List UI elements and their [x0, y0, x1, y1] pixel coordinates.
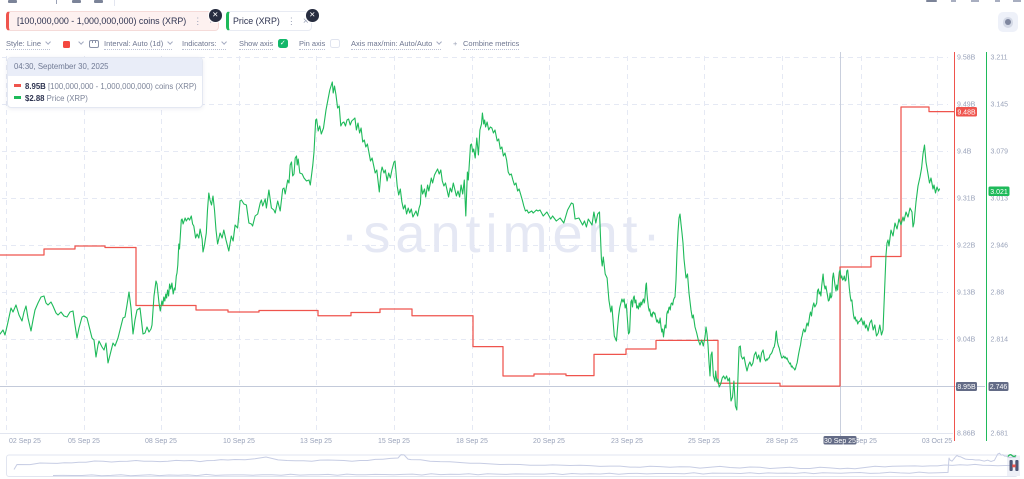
svg-text:10 Sep 25: 10 Sep 25 — [223, 438, 255, 445]
svg-text:9.13B: 9.13B — [957, 290, 976, 297]
svg-text:13 Sep 25: 13 Sep 25 — [300, 438, 332, 445]
svg-text:3.013: 3.013 — [991, 196, 1009, 203]
svg-text:30 Sep 25: 30 Sep 25 — [824, 438, 856, 445]
svg-text:28 Sep 25: 28 Sep 25 — [766, 438, 798, 445]
svg-text:3.079: 3.079 — [991, 149, 1009, 156]
svg-text:02 Sep 25: 02 Sep 25 — [9, 438, 41, 445]
svg-text:2.681: 2.681 — [991, 431, 1009, 438]
svg-text:08 Sep 25: 08 Sep 25 — [145, 438, 177, 445]
svg-text:9.4B: 9.4B — [957, 149, 972, 156]
svg-text:20 Sep 25: 20 Sep 25 — [533, 438, 565, 445]
svg-text:8.86B: 8.86B — [957, 431, 976, 438]
svg-text:30 Sep 25: 30 Sep 25 — [845, 438, 877, 445]
svg-text:23 Sep 25: 23 Sep 25 — [611, 438, 643, 445]
svg-text:25 Sep 25: 25 Sep 25 — [688, 438, 720, 445]
svg-text:03 Oct 25: 03 Oct 25 — [922, 438, 952, 445]
svg-text:2.746: 2.746 — [990, 384, 1008, 391]
svg-text:18 Sep 25: 18 Sep 25 — [456, 438, 488, 445]
svg-text:2.88: 2.88 — [991, 290, 1005, 297]
svg-text:8.95B: 8.95B — [957, 384, 976, 391]
svg-text:3.145: 3.145 — [991, 102, 1009, 109]
svg-text:9.04B: 9.04B — [957, 337, 976, 344]
svg-text:9.49B: 9.49B — [957, 102, 976, 109]
svg-text:2.946: 2.946 — [991, 243, 1009, 250]
svg-text:9.22B: 9.22B — [957, 243, 976, 250]
svg-text:·santiment·: ·santiment· — [340, 204, 665, 264]
svg-text:2.814: 2.814 — [991, 337, 1009, 344]
svg-text:05 Sep 25: 05 Sep 25 — [68, 438, 100, 445]
svg-text:3.021: 3.021 — [990, 189, 1008, 196]
svg-text:9.48B: 9.48B — [957, 109, 976, 116]
svg-text:9.31B: 9.31B — [957, 196, 976, 203]
svg-text:3.211: 3.211 — [991, 55, 1008, 62]
svg-text:15 Sep 25: 15 Sep 25 — [378, 438, 410, 445]
svg-text:9.58B: 9.58B — [957, 55, 976, 62]
